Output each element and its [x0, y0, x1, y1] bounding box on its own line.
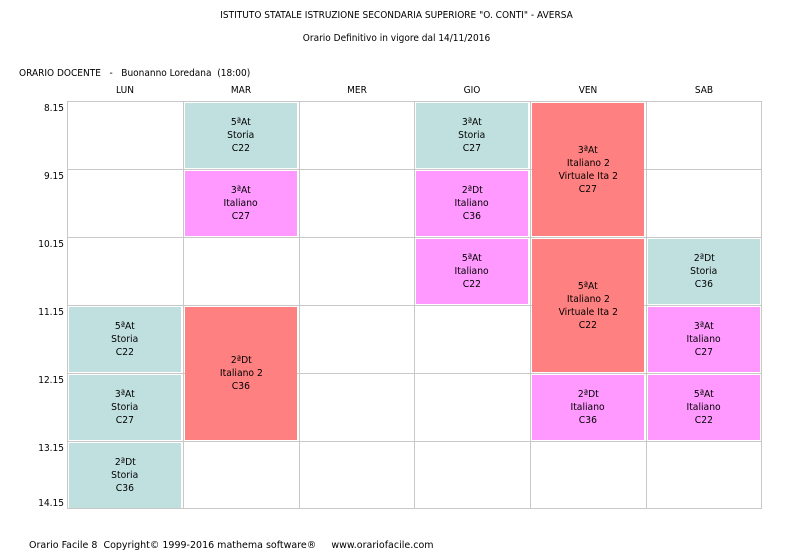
lesson-cell[interactable]: 2ªDt Storia C36 — [648, 239, 760, 304]
lesson-cell[interactable]: 5ªAt Italiano 2 Virtuale Ita 2 C22 — [532, 239, 644, 372]
lesson-cell[interactable]: 2ªDt Italiano C36 — [532, 375, 644, 440]
footer-copyright: Orario Facile 8 Copyright© 1999-2016 mat… — [29, 540, 434, 551]
lesson-cell[interactable]: 3ªAt Storia C27 — [416, 103, 528, 168]
lesson-room: C27 — [462, 143, 482, 154]
lesson-cell[interactable]: 5ªAt Storia C22 — [185, 103, 297, 168]
time-label: 10.15 — [38, 239, 64, 250]
lesson-cell[interactable]: 2ªDt Italiano C36 — [416, 171, 528, 236]
lesson-subject: Italiano — [686, 402, 722, 413]
lesson-cell[interactable]: 2ªDt Italiano 2 C36 — [185, 307, 297, 440]
lesson-cls: 3ªAt — [462, 117, 482, 128]
lesson-cls: 3ªAt — [578, 144, 598, 156]
school-title: ISTITUTO STATALE ISTRUZIONE SECONDARIA S… — [220, 10, 573, 21]
lesson-room: C36 — [462, 211, 482, 222]
lesson-cls: 2ªDt — [577, 389, 599, 400]
lesson-room: C27 — [694, 347, 714, 358]
lesson-room: C36 — [578, 415, 598, 426]
lesson-cls: 2ªDt — [114, 457, 136, 468]
lesson-room: C22 — [462, 279, 482, 290]
lesson-subject: Italiano — [454, 266, 490, 277]
lesson-subject: Storia — [458, 130, 486, 141]
lesson-subject: Italiano 2 — [219, 368, 263, 379]
time-label: 14.15 — [38, 498, 64, 509]
lesson-cls: 2ªDt — [693, 253, 715, 264]
lesson-subject: Italiano — [686, 334, 722, 345]
time-label: 11.15 — [38, 307, 64, 318]
lesson-cls: 5ªAt — [231, 117, 251, 128]
lesson-room: C27 — [115, 415, 135, 426]
lesson-cls: 2ªDt — [230, 355, 252, 366]
lesson-cls: 5ªAt — [694, 389, 714, 400]
lesson-extra: Virtuale Ita 2 — [558, 170, 618, 182]
lesson-cls: 5ªAt — [578, 280, 598, 292]
lesson-cell[interactable]: 5ªAt Storia C22 — [69, 307, 181, 372]
lesson-cell[interactable]: 3ªAt Italiano 2 Virtuale Ita 2 C27 — [532, 103, 644, 236]
grid-line — [67, 305, 762, 306]
time-label: 9.15 — [43, 171, 64, 182]
lesson-subject: Storia — [690, 266, 718, 277]
lesson-subject: Storia — [227, 130, 255, 141]
day-header-ven: VEN — [578, 85, 598, 96]
teacher-line: ORARIO DOCENTE - Buonanno Loredana (18:0… — [19, 68, 251, 79]
lesson-subject: Italiano 2 — [566, 157, 610, 169]
lesson-cls: 3ªAt — [231, 185, 251, 196]
lesson-room: C22 — [231, 143, 251, 154]
time-label: 13.15 — [38, 443, 64, 454]
lesson-cell[interactable]: 5ªAt Italiano C22 — [416, 239, 528, 304]
lesson-cls: 5ªAt — [115, 321, 135, 332]
lesson-room: C36 — [231, 381, 251, 392]
day-header-lun: LUN — [116, 85, 134, 96]
lesson-cell[interactable]: 2ªDt Storia C36 — [69, 443, 181, 508]
lesson-subject: Italiano — [454, 198, 490, 209]
lesson-subject: Storia — [111, 334, 139, 345]
grid-line — [67, 441, 762, 442]
lesson-room: C22 — [694, 415, 714, 426]
grid-line — [67, 169, 762, 170]
lesson-subject: Italiano 2 — [566, 293, 610, 305]
day-header-gio: GIO — [464, 85, 481, 96]
lesson-cell[interactable]: 3ªAt Storia C27 — [69, 375, 181, 440]
lesson-subject: Storia — [111, 470, 139, 481]
lesson-subject: Storia — [111, 402, 139, 413]
schedule-subtitle: Orario Definitivo in vigore dal 14/11/20… — [302, 33, 491, 44]
grid-line — [67, 373, 762, 374]
lesson-room: C36 — [115, 483, 135, 494]
lesson-cls: 5ªAt — [462, 253, 482, 264]
lesson-room: C22 — [115, 347, 135, 358]
lesson-subject: Italiano — [223, 198, 259, 209]
lesson-subject: Italiano — [570, 402, 606, 413]
lesson-cell[interactable]: 3ªAt Italiano C27 — [185, 171, 297, 236]
lesson-room: C27 — [231, 211, 251, 222]
lesson-extra: Virtuale Ita 2 — [558, 306, 618, 318]
lesson-cls: 2ªDt — [461, 185, 483, 196]
day-header-sab: SAB — [694, 85, 714, 96]
time-label: 12.15 — [38, 375, 64, 386]
grid-line — [67, 237, 762, 238]
day-header-mer: MER — [346, 85, 367, 96]
lesson-room: C36 — [694, 279, 714, 290]
day-header-mar: MAR — [230, 85, 251, 96]
lesson-room: C27 — [578, 183, 598, 195]
lesson-cell[interactable]: 5ªAt Italiano C22 — [648, 375, 760, 440]
lesson-cell[interactable]: 3ªAt Italiano C27 — [648, 307, 760, 372]
lesson-cls: 3ªAt — [115, 389, 135, 400]
lesson-room: C22 — [578, 319, 598, 331]
lesson-cls: 3ªAt — [694, 321, 714, 332]
time-label: 8.15 — [43, 103, 64, 114]
